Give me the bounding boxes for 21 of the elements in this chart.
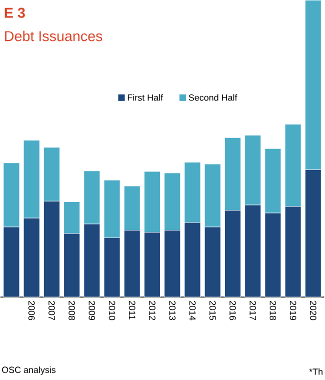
x-tick-label: 2008 [68,301,76,320]
x-tick-label: 2017 [250,301,256,320]
x-tick-label: 2011 [129,301,136,320]
legend-label: First Half [128,94,164,101]
text: OSC analysis [2,366,56,375]
legend-label: Second Half [188,94,238,101]
x-tick-label: 2019 [290,301,296,320]
x-tick-label: 2010 [109,301,116,320]
x-tick-label: 2014 [189,301,196,320]
x-tick-label: 2018 [270,301,276,320]
x-tick-label: 2015 [210,301,216,320]
text: *Th [309,368,323,375]
text: Debt Issuances [5,30,102,42]
x-tick-label: 2016 [230,301,236,320]
x-tick-label: 2020 [310,301,317,320]
x-tick-label: 2013 [169,301,176,320]
x-tick-label: 2007 [48,301,56,320]
x-tick-label: 2009 [88,301,96,320]
x-tick-label: 2012 [149,301,156,320]
chart-title: E 3 [5,8,26,18]
x-tick-label: 2006 [28,301,35,320]
